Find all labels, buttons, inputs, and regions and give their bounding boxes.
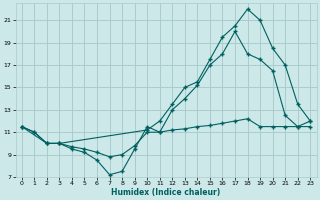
- X-axis label: Humidex (Indice chaleur): Humidex (Indice chaleur): [111, 188, 221, 197]
